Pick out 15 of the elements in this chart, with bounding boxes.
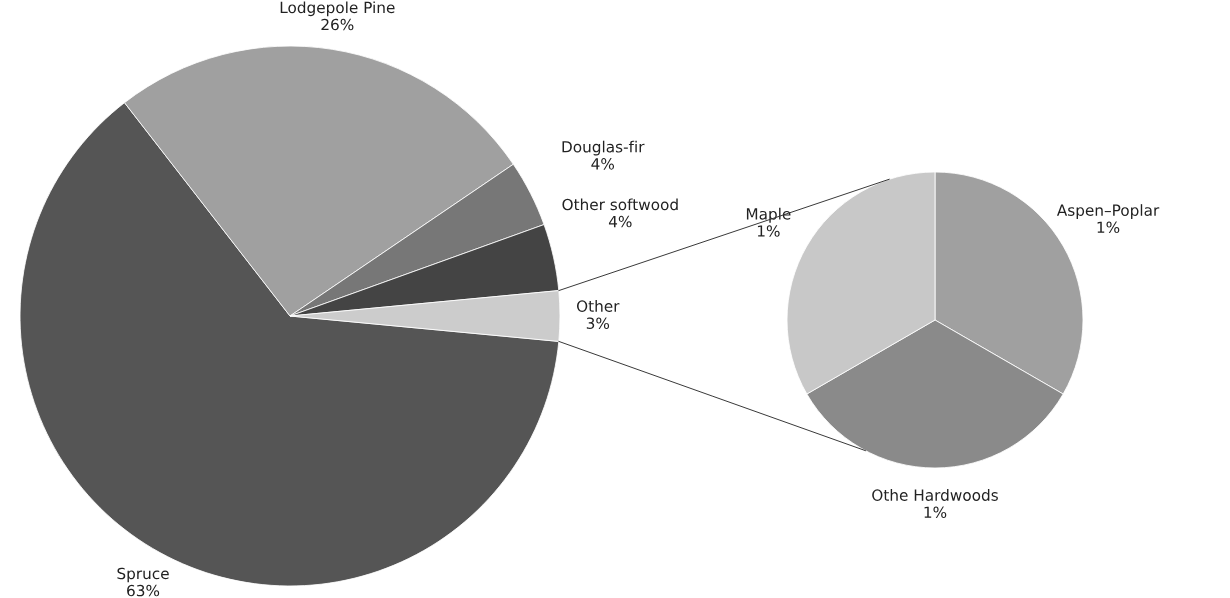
- slice-label: Other: [576, 300, 620, 312]
- slice-label: Other softwood: [562, 198, 678, 211]
- data-label: 1%: [757, 225, 780, 237]
- slice-label: Aspen–Poplar: [1056, 204, 1160, 219]
- data-label: 3%: [586, 317, 610, 329]
- slice-label: Lodgepole Pine: [280, 1, 395, 17]
- slice-label: Douglas-fir: [562, 140, 645, 156]
- slice-label: Spruce: [117, 567, 169, 583]
- slice-label: Othe Hardwoods: [872, 489, 998, 501]
- data-label: 26%: [321, 18, 354, 31]
- data-label: 63%: [127, 584, 160, 597]
- data-label: 1%: [924, 506, 947, 518]
- data-label: 4%: [608, 215, 632, 228]
- data-label: 4%: [591, 158, 615, 170]
- data-label: 1%: [1097, 221, 1120, 234]
